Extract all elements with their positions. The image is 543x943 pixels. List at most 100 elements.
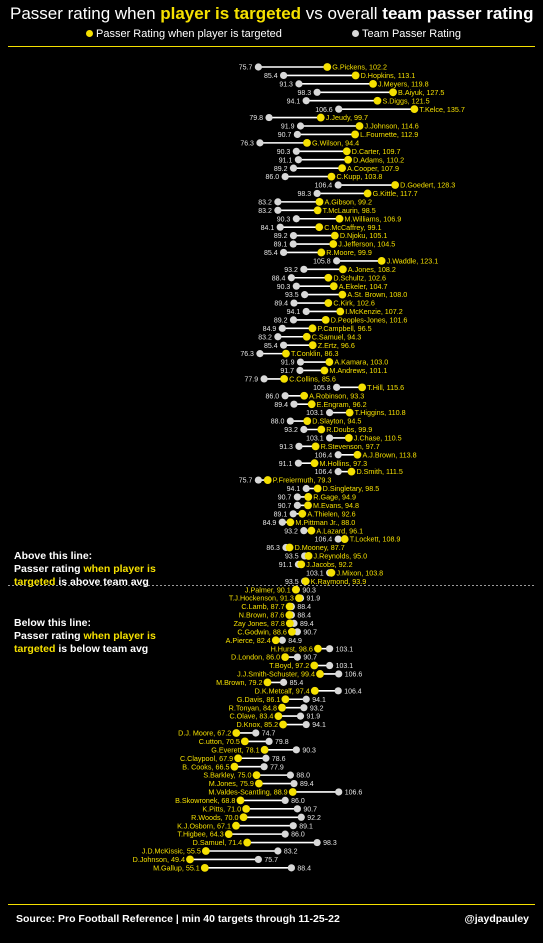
player-data-label: C.Olave, 83.4 — [229, 712, 273, 721]
player-data-label: A.Gibson, 99.2 — [324, 197, 372, 206]
player-rating-point — [200, 863, 209, 872]
team-rating-label: 106.6 — [315, 107, 333, 114]
player-data-label: D.Adams, 110.2 — [353, 155, 404, 164]
player-data-label: A.Robinson, 93.3 — [309, 391, 364, 400]
team-rating-point — [296, 358, 305, 366]
player-data-label: D.Samuel, 71.4 — [193, 838, 243, 847]
team-rating-point — [292, 215, 300, 223]
team-rating-label: 75.7 — [239, 65, 253, 72]
player-data-label: H.Hurst, 98.6 — [271, 644, 313, 653]
player-rating-point — [313, 484, 322, 493]
team-rating-label: 106.4 — [315, 452, 333, 459]
player-rating-point — [353, 450, 362, 459]
team-rating-point — [335, 788, 343, 796]
note-above-line2: Passer rating when player is — [14, 563, 184, 576]
player-data-label: J.Jacobs, 92.2 — [306, 560, 352, 569]
team-rating-label: 89.2 — [274, 318, 288, 325]
player-rating-point — [304, 493, 313, 501]
team-rating-point — [335, 105, 343, 113]
legend-team: Team Passer Rating — [352, 28, 461, 40]
team-rating-label: 103.1 — [336, 646, 354, 653]
team-rating-label: 90.3 — [277, 284, 291, 291]
player-data-label: T.J.Hockenson, 91.3 — [229, 594, 294, 603]
player-data-label: C.Kirk, 102.6 — [333, 299, 375, 308]
team-rating-point — [254, 63, 262, 71]
team-rating-label: 94.1 — [287, 309, 301, 316]
player-rating-point — [351, 71, 360, 80]
team-rating-point — [260, 763, 268, 771]
team-rating-point — [289, 822, 297, 830]
player-data-label: D.Hopkins, 113.1 — [361, 71, 416, 80]
player-rating-point — [236, 796, 245, 805]
team-rating-point — [326, 434, 334, 442]
player-data-label: Z.Ertz, 96.6 — [318, 341, 355, 350]
player-rating-point — [336, 307, 345, 316]
player-rating-point — [324, 299, 333, 307]
team-rating-point — [290, 779, 298, 788]
player-rating-point — [310, 661, 319, 670]
team-rating-point — [334, 687, 342, 695]
legend-team-label: Team Passer Rating — [362, 28, 462, 40]
team-rating-point — [326, 645, 334, 653]
team-rating-point — [333, 383, 341, 391]
player-rating-point — [351, 130, 359, 139]
player-data-label: G.Pickens, 102.2 — [332, 63, 387, 72]
team-rating-label: 88.0 — [271, 419, 285, 426]
team-rating-label: 86.0 — [266, 174, 280, 181]
player-data-label: L.Fournette, 112.9 — [360, 130, 418, 139]
player-rating-point — [324, 273, 333, 282]
team-rating-label: 90.3 — [302, 747, 316, 754]
team-rating-label: 91.9 — [307, 596, 321, 603]
player-data-label: R.Stevenson, 97.7 — [321, 442, 380, 451]
player-rating-point — [285, 611, 294, 619]
player-rating-point — [298, 509, 307, 518]
team-rating-label: 94.1 — [312, 697, 326, 704]
team-rating-label: 84.9 — [263, 520, 277, 527]
player-rating-point — [389, 88, 397, 97]
player-data-label: J.Mixon, 103.8 — [336, 568, 383, 577]
team-rating-label: 91.9 — [307, 714, 321, 721]
team-rating-point — [265, 113, 273, 122]
team-rating-label: 91.3 — [279, 444, 293, 451]
player-data-label: D.Knox, 85.2 — [237, 720, 279, 729]
team-rating-point — [280, 678, 288, 686]
player-data-label: R.Moore, 99.9 — [326, 248, 372, 257]
player-data-label: D.Carter, 109.7 — [352, 147, 401, 156]
team-rating-label: 90.3 — [277, 216, 291, 223]
player-rating-point — [327, 568, 336, 577]
team-rating-point — [297, 813, 305, 821]
team-rating-label: 92.2 — [307, 815, 321, 822]
team-rating-label: 89.4 — [300, 621, 314, 628]
team-rating-point — [293, 653, 301, 661]
team-rating-label: 98.3 — [323, 840, 337, 847]
team-rating-point — [302, 720, 310, 729]
player-rating-point — [239, 813, 248, 822]
team-rating-label: 85.4 — [264, 73, 278, 80]
player-rating-point — [329, 240, 338, 248]
team-rating-label: 76.3 — [240, 140, 254, 147]
team-rating-label: 103.1 — [306, 436, 324, 443]
player-rating-point — [310, 686, 319, 695]
team-rating-point — [290, 400, 298, 408]
team-rating-label: 93.2 — [284, 427, 298, 434]
team-rating-point — [287, 864, 295, 872]
player-data-label: A.Pierce, 82.4 — [226, 636, 271, 645]
player-data-label: J.Chase, 110.5 — [354, 434, 402, 443]
team-rating-point — [254, 855, 262, 864]
team-rating-label: 85.4 — [290, 680, 304, 687]
player-data-label: K.Pitts, 71.0 — [202, 804, 241, 813]
title-part3: vs overall — [301, 4, 383, 23]
team-rating-label: 106.4 — [315, 537, 333, 544]
player-data-label: D.Singletary, 98.5 — [323, 484, 380, 493]
team-rating-label: 89.4 — [274, 402, 288, 409]
player-data-label: K.J.Osborn, 67.1 — [177, 821, 231, 830]
team-rating-label: 88.4 — [297, 604, 311, 611]
team-rating-label: 86.3 — [266, 545, 280, 552]
player-rating-point — [288, 788, 297, 796]
player-rating-point — [345, 408, 354, 417]
player-rating-point — [304, 501, 312, 510]
team-rating-label: 91.9 — [281, 124, 295, 131]
player-data-label: J.Meyers, 119.8 — [378, 79, 429, 88]
note-below-l3a: targeted — [14, 643, 56, 655]
team-rating-point — [280, 248, 288, 257]
